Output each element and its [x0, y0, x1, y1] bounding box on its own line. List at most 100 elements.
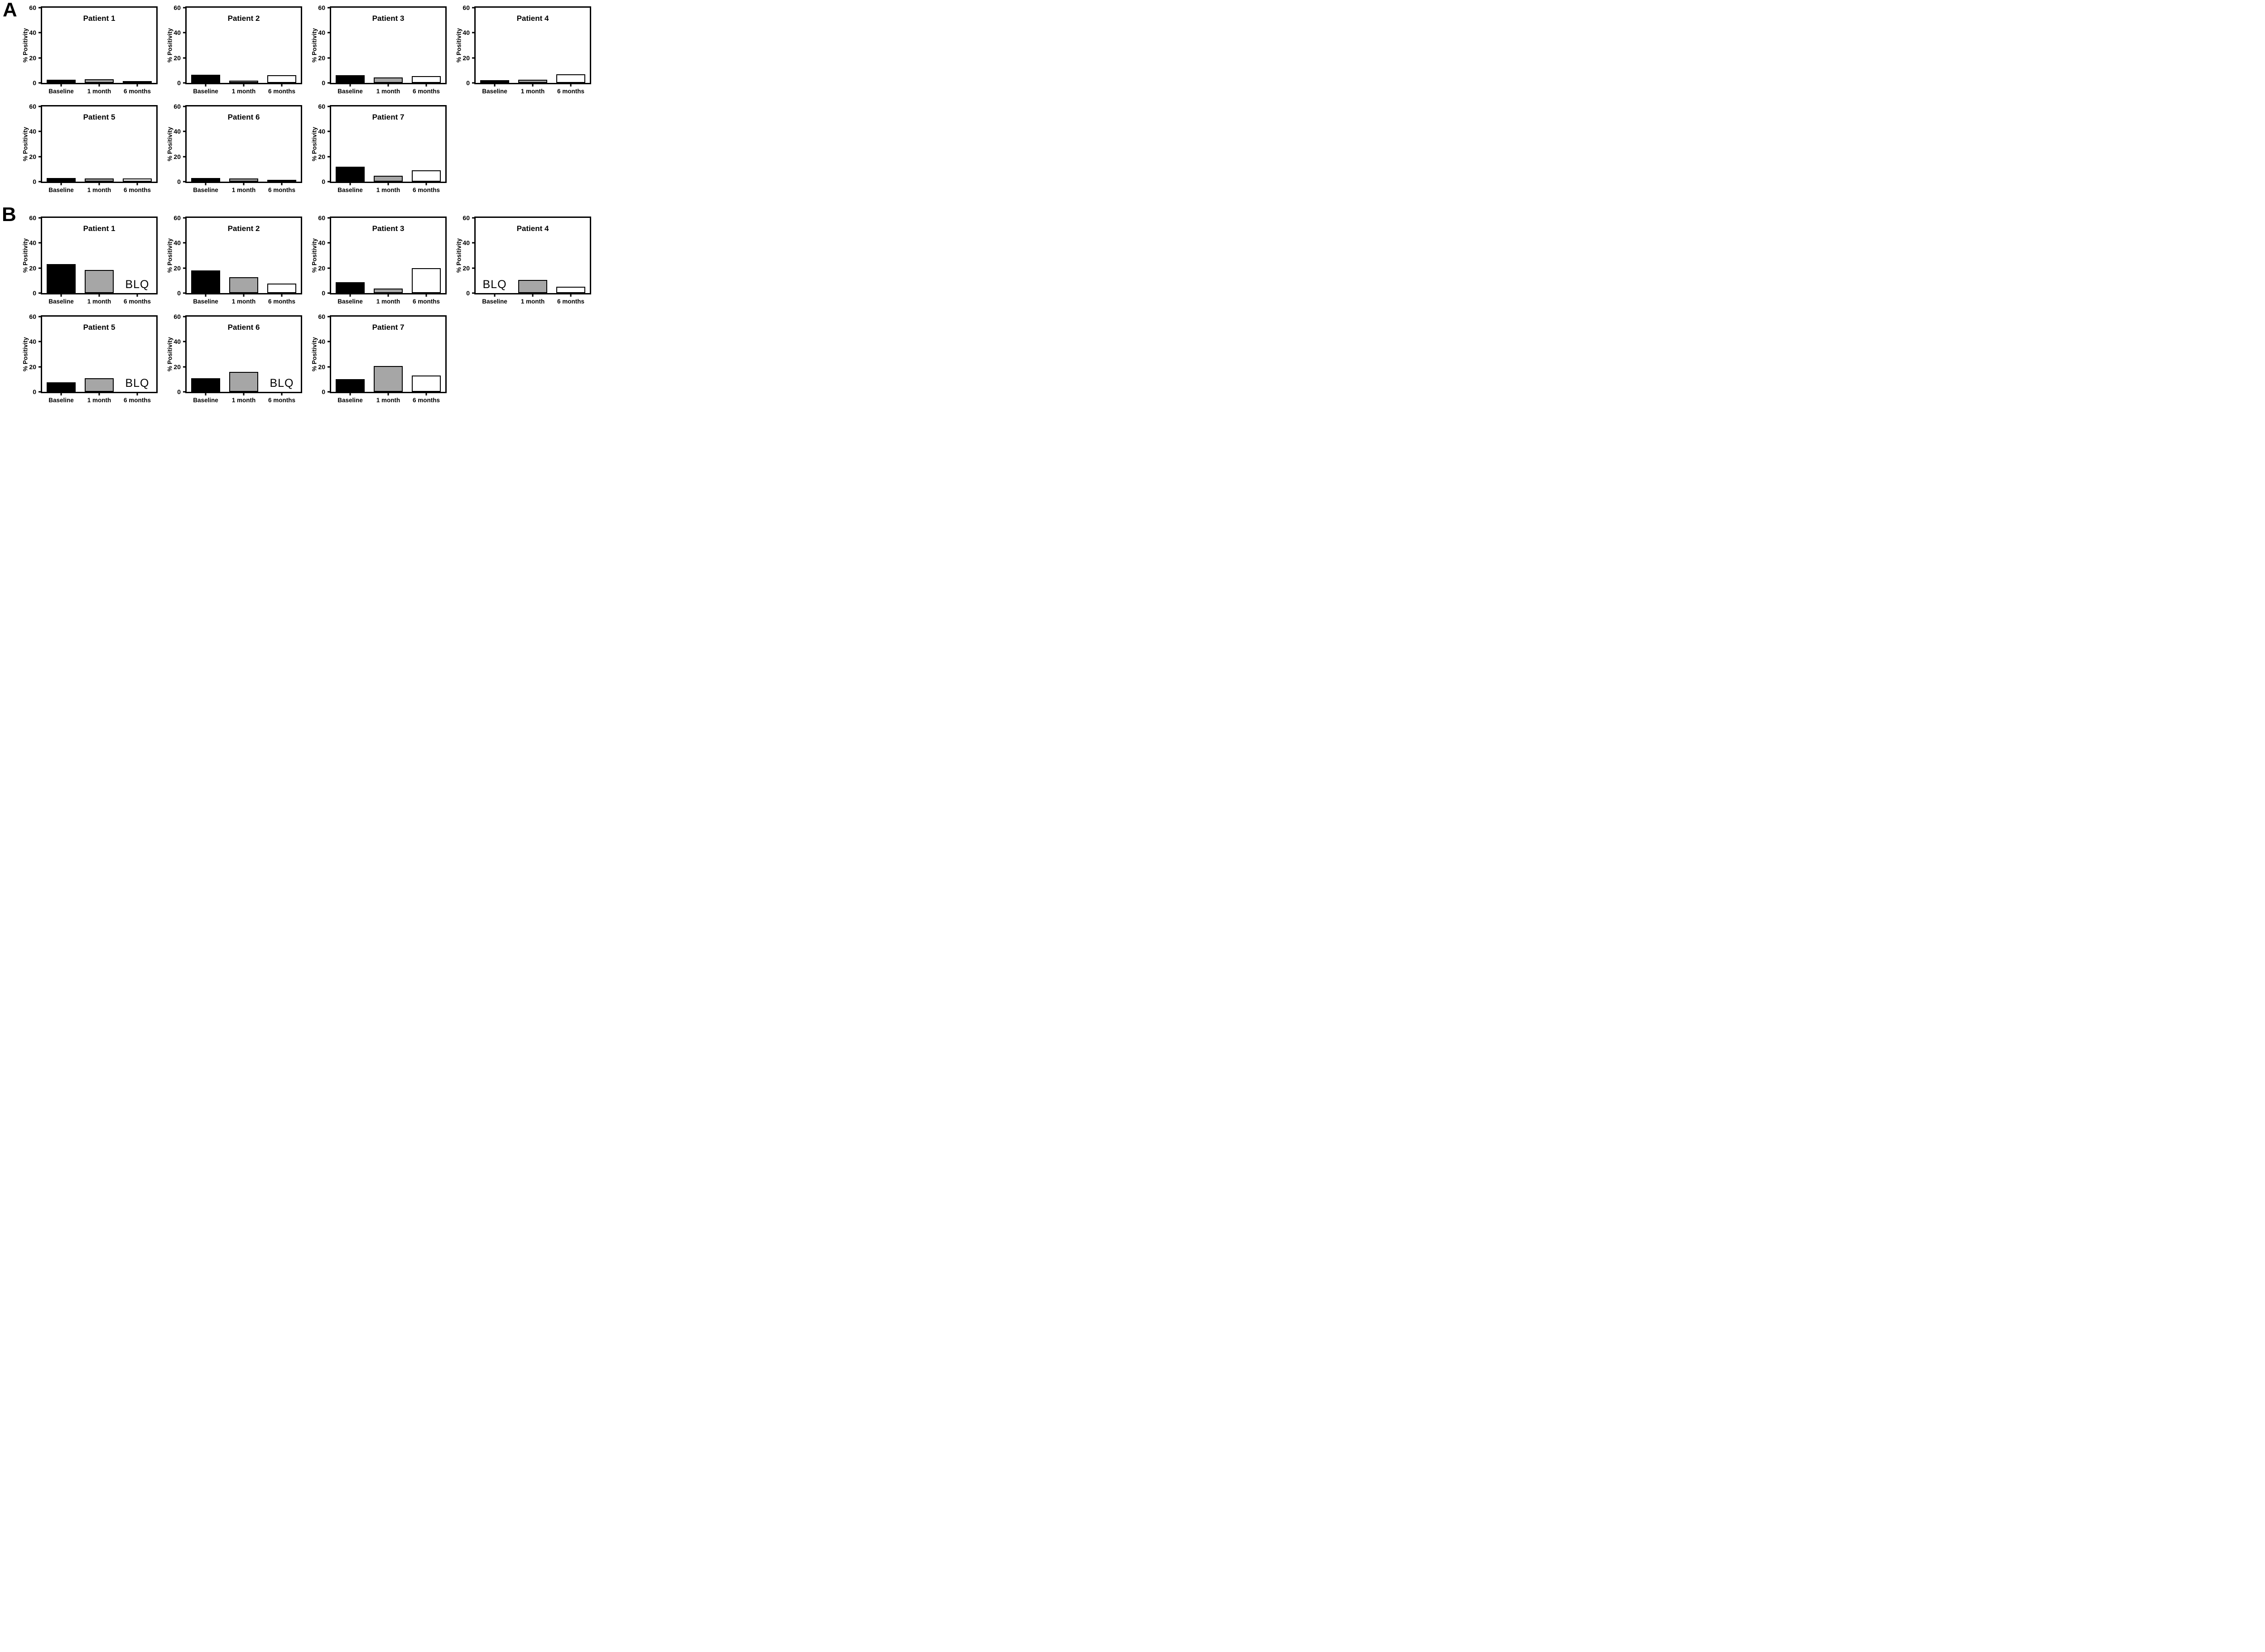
bar-6-months — [267, 179, 297, 182]
y-tick-label-40: 40 — [173, 128, 181, 135]
y-tick-label-60: 60 — [318, 214, 325, 222]
y-tick-mark-20 — [472, 267, 476, 269]
x-tick-mark-Baseline — [60, 293, 62, 297]
x-tick-mark-1-month — [243, 83, 245, 87]
bar-1-month — [84, 378, 114, 392]
x-tick-label-Baseline: Baseline — [193, 88, 218, 95]
y-tick-label-20: 20 — [29, 153, 36, 160]
x-tick-mark-1-month — [387, 182, 389, 185]
y-tick-label-60: 60 — [463, 4, 470, 11]
bar-Baseline — [191, 178, 221, 182]
x-tick-label-Baseline: Baseline — [48, 298, 74, 305]
y-tick-label-40: 40 — [173, 239, 181, 247]
y-tick-label-40: 40 — [318, 128, 325, 135]
y-tick-label-40: 40 — [173, 338, 181, 346]
y-tick-mark-20 — [183, 156, 187, 158]
chart-a-patient-7: % Positivity Patient 7 60 40 20 0 Baseline 1 … — [309, 102, 453, 201]
chart-title: Patient 3 — [372, 14, 405, 23]
x-tick-mark-Baseline — [60, 392, 62, 395]
x-tick-label-6-months: 6 months — [557, 88, 584, 95]
plot-area: Patient 6 60 40 20 0 BLQ Baseline 1 month 6 mon… — [173, 313, 302, 404]
y-tick-mark-20 — [39, 156, 42, 158]
bar-Baseline — [335, 75, 365, 83]
x-tick-label-Baseline: Baseline — [482, 88, 507, 95]
y-tick-mark-20 — [39, 366, 42, 368]
bar-6-months — [411, 376, 441, 392]
bar-1-month — [518, 80, 548, 83]
y-tick-mark-40 — [328, 130, 331, 132]
y-tick-label-40: 40 — [29, 128, 36, 135]
chart-a-patient-4: % Positivity Patient 4 60 40 20 0 Baseline 1 … — [453, 4, 598, 102]
bar-Baseline — [46, 264, 76, 293]
x-tick-label-Baseline: Baseline — [337, 397, 363, 404]
x-tick-label-6-months: 6 months — [268, 397, 295, 404]
y-tick-label-60: 60 — [173, 103, 181, 110]
y-tick-label-0: 0 — [177, 79, 181, 87]
x-tick-mark-1-month — [387, 392, 389, 395]
chart-title: Patient 2 — [227, 14, 260, 23]
y-tick-label-60: 60 — [29, 103, 36, 110]
y-tick-label-0: 0 — [322, 79, 325, 87]
y-tick-label-60: 60 — [318, 313, 325, 320]
y-tick-mark-0 — [39, 181, 42, 183]
chart-b-patient-2: % Positivity Patient 2 60 40 20 0 Baseline 1 … — [164, 214, 309, 313]
bar-1-month — [373, 366, 403, 392]
chart-title: Patient 1 — [83, 14, 116, 23]
y-tick-label-20: 20 — [29, 264, 36, 272]
bar-6-months — [411, 76, 441, 83]
bar-6-months — [267, 75, 297, 83]
chart-b-patient-1: % Positivity Patient 1 60 40 20 0 BLQ Baselin… — [20, 214, 164, 313]
y-tick-label-60: 60 — [29, 313, 36, 320]
y-axis-title: % Positivity — [311, 238, 318, 273]
y-tick-mark-40 — [39, 130, 42, 132]
bar-1-month — [229, 178, 259, 182]
y-tick-mark-0 — [39, 292, 42, 294]
y-tick-mark-0 — [328, 391, 331, 393]
plot-area: Patient 5 60 40 20 0 BLQ Baseline 1 month 6 mon… — [29, 313, 158, 404]
y-tick-label-60: 60 — [318, 4, 325, 11]
y-tick-label-40: 40 — [29, 29, 36, 37]
bar-1-month — [84, 270, 114, 293]
x-tick-label-1-month: 1 month — [376, 187, 400, 193]
y-tick-mark-60 — [39, 217, 42, 219]
x-tick-mark-1-month — [243, 182, 245, 185]
y-tick-mark-20 — [183, 57, 187, 59]
bar-Baseline — [46, 382, 76, 392]
plot-area: Patient 1 60 40 20 0 Baseline 1 month 6 months — [29, 5, 158, 95]
bar-1-month — [229, 371, 259, 392]
x-tick-label-1-month: 1 month — [231, 298, 256, 305]
panel-b-chart-grid: % Positivity Patient 1 60 40 20 0 BLQ Baselin… — [20, 214, 598, 411]
y-tick-mark-40 — [183, 242, 187, 244]
y-tick-label-0: 0 — [33, 79, 36, 87]
y-axis-title: % Positivity — [455, 28, 463, 63]
plot-area: Patient 7 60 40 20 0 Baseline 1 month 6 months — [318, 103, 447, 193]
y-tick-mark-20 — [183, 267, 187, 269]
y-tick-mark-40 — [472, 242, 476, 244]
bar-6-months — [122, 178, 152, 182]
x-tick-mark-Baseline — [205, 293, 207, 297]
x-tick-mark-Baseline — [60, 83, 62, 87]
x-tick-label-1-month: 1 month — [376, 397, 400, 404]
bar-Baseline — [46, 178, 76, 182]
plot-area: Patient 5 60 40 20 0 Baseline 1 month 6 months — [29, 103, 158, 193]
y-tick-mark-60 — [472, 217, 476, 219]
y-tick-mark-0 — [328, 82, 331, 84]
y-tick-label-60: 60 — [173, 214, 181, 222]
y-tick-label-0: 0 — [466, 289, 470, 297]
x-tick-label-6-months: 6 months — [412, 298, 440, 305]
chart-title: Patient 5 — [83, 323, 116, 332]
y-tick-mark-60 — [39, 316, 42, 318]
bar-6-months — [411, 170, 441, 182]
y-axis-title: % Positivity — [166, 238, 173, 273]
y-axis-title: % Positivity — [455, 238, 463, 273]
x-tick-label-6-months: 6 months — [412, 88, 440, 95]
x-tick-mark-6-months — [425, 83, 427, 87]
bar-1-month — [373, 77, 403, 83]
chart-a-patient-2: % Positivity Patient 2 60 40 20 0 Baseline 1 … — [164, 4, 309, 102]
y-tick-label-40: 40 — [29, 239, 36, 247]
x-tick-mark-Baseline — [349, 293, 351, 297]
y-tick-mark-60 — [328, 7, 331, 9]
y-tick-label-20: 20 — [318, 264, 325, 272]
bar-6-months — [556, 287, 586, 293]
y-tick-label-60: 60 — [318, 103, 325, 110]
